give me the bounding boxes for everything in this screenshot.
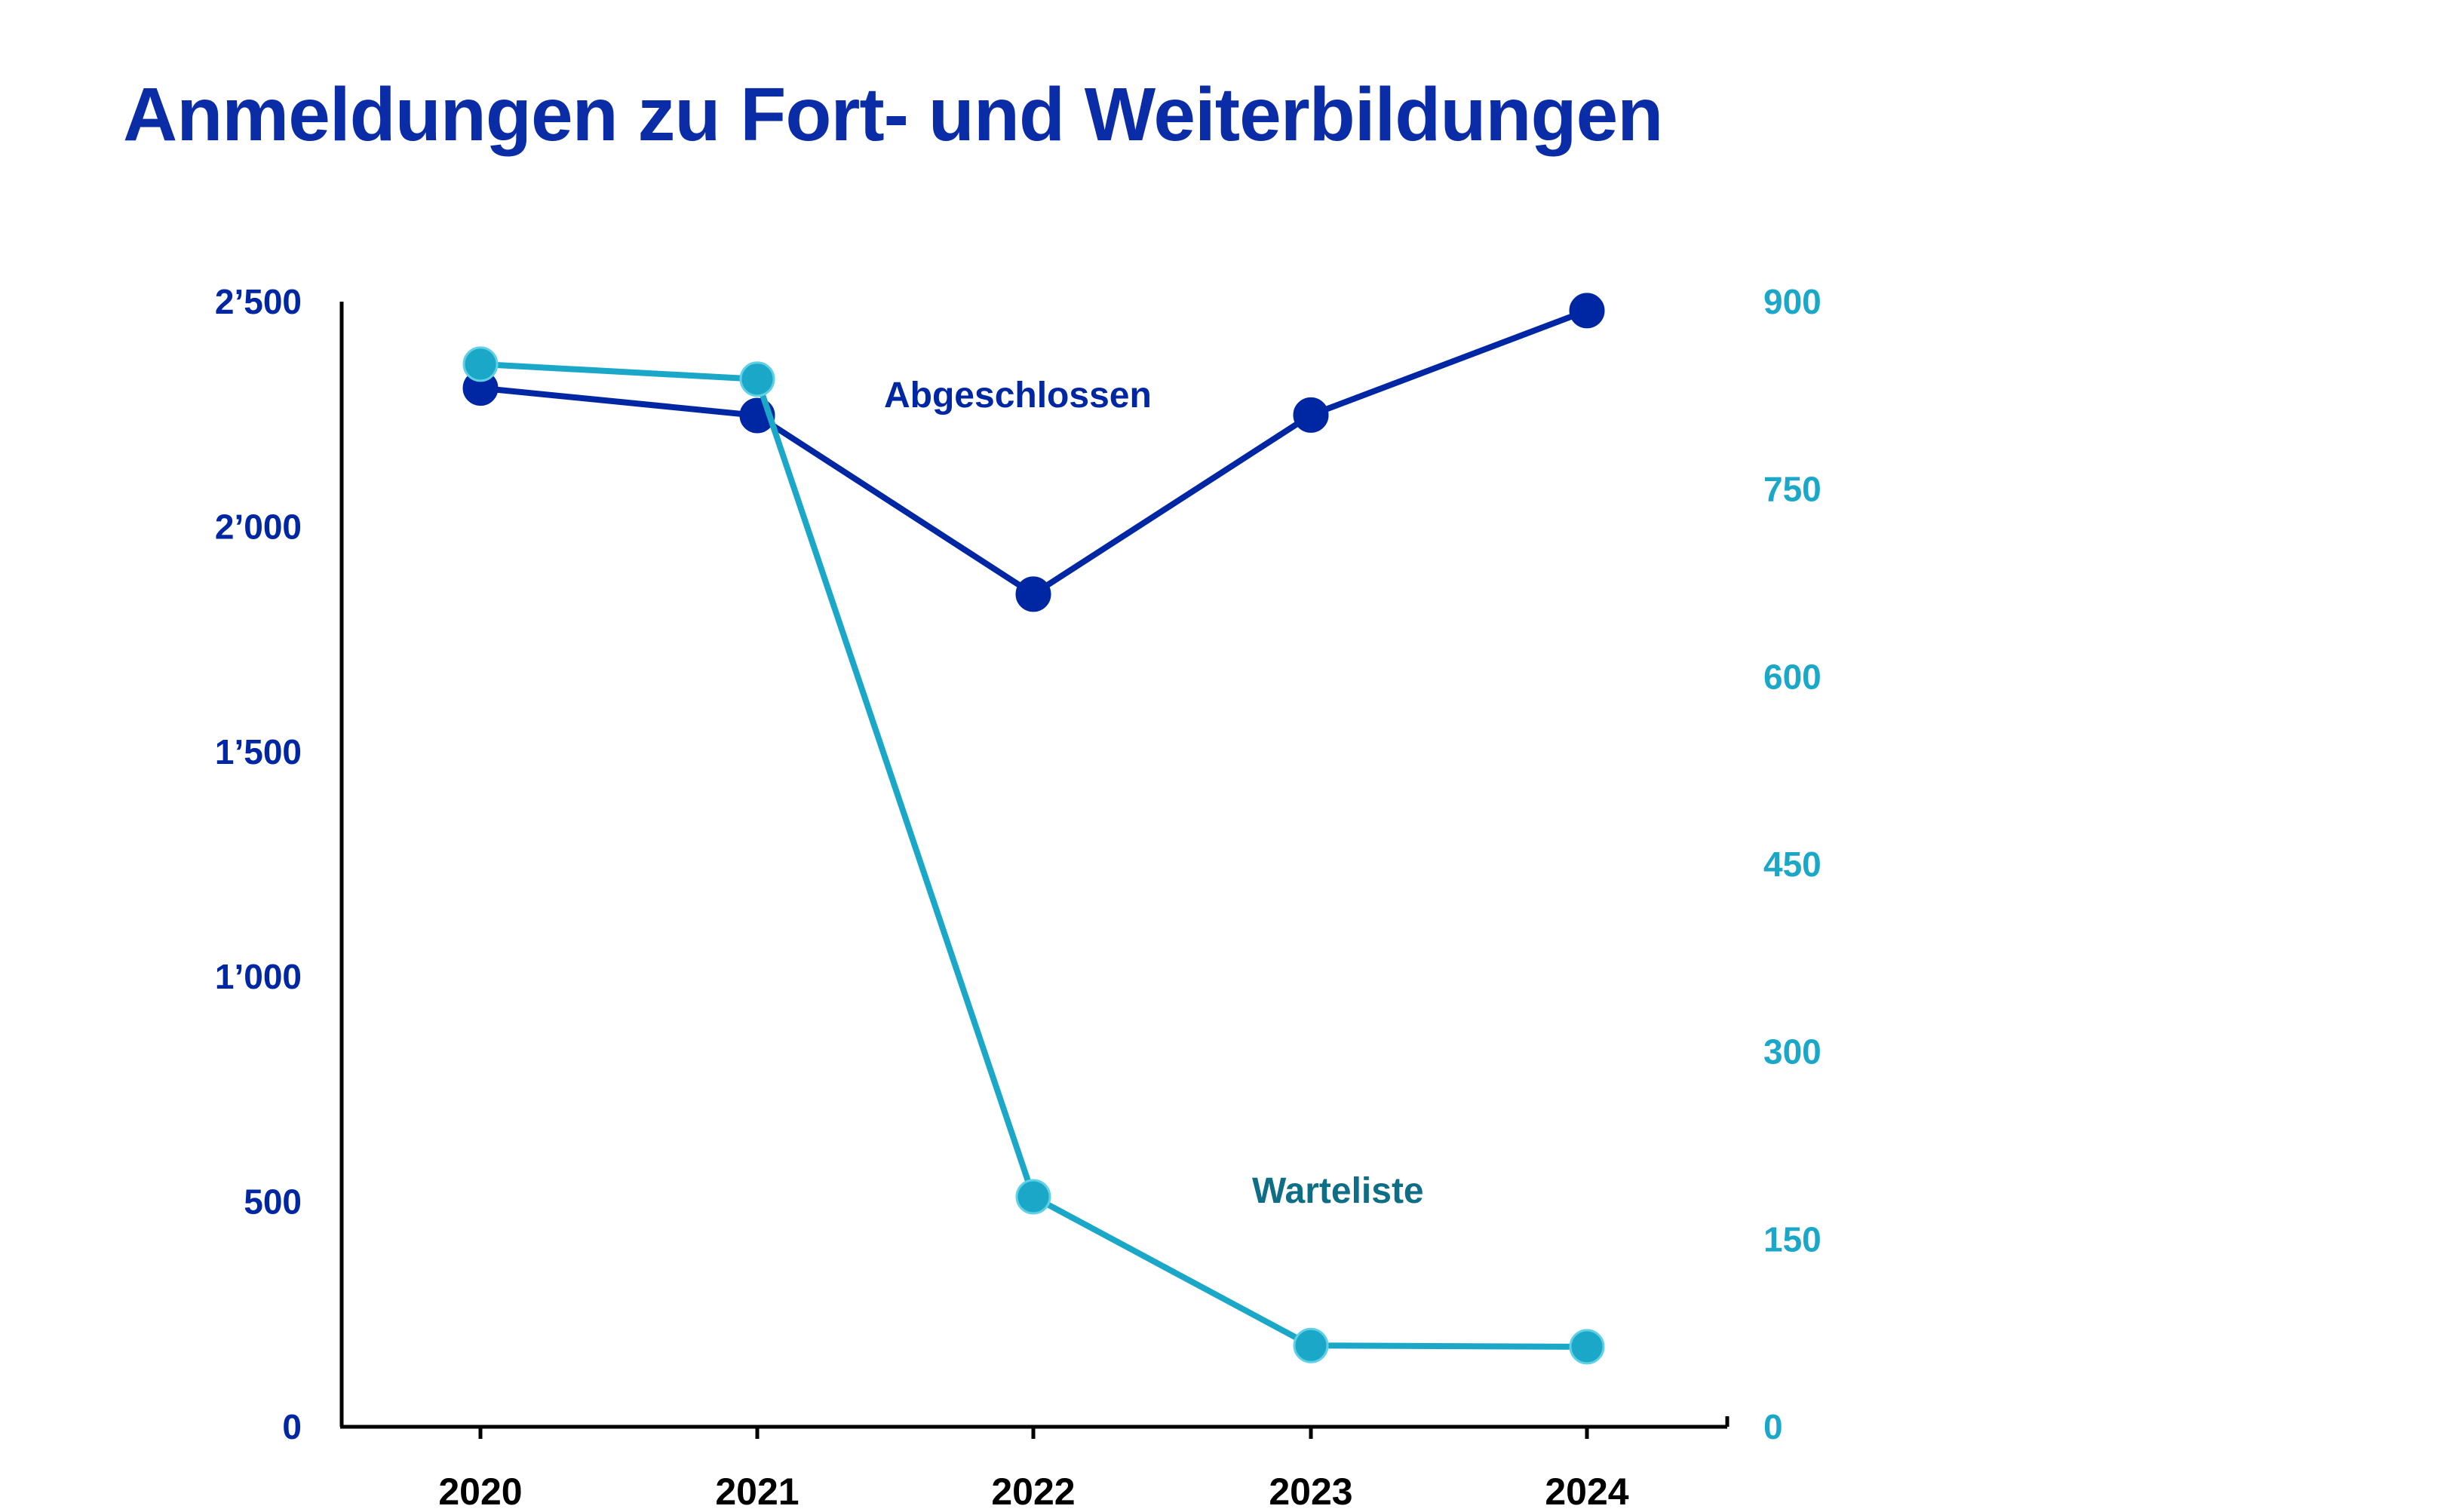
right-y-tick-label: 300 <box>1763 1032 1822 1072</box>
left-y-tick-label: 1’500 <box>215 732 302 771</box>
series-label-abgeschlossen: Abgeschlossen <box>884 376 1152 416</box>
left-y-tick-label: 2’000 <box>215 507 302 546</box>
left-y-tick-label: 1’000 <box>215 957 302 996</box>
data-point-abgeschlossen <box>1569 293 1605 329</box>
data-point-warteliste <box>1293 1327 1329 1363</box>
data-point-warteliste <box>739 361 775 397</box>
x-tick-label: 2024 <box>1545 1471 1628 1512</box>
series-label-warteliste: Warteliste <box>1252 1171 1424 1211</box>
right-y-tick-label: 750 <box>1763 470 1822 509</box>
data-point-warteliste <box>462 346 499 382</box>
data-point-abgeschlossen <box>1015 576 1051 612</box>
left-y-tick-label: 500 <box>244 1182 302 1222</box>
x-tick-label: 2021 <box>715 1471 799 1512</box>
x-tick-label: 2023 <box>1269 1471 1352 1512</box>
chart-title: Anmeldungen zu Fort- und Weiterbildungen <box>123 72 1663 157</box>
series-line-abgeschlossen <box>480 308 1588 597</box>
left-y-tick-label: 2’500 <box>215 282 302 321</box>
right-y-tick-label: 0 <box>1763 1407 1783 1446</box>
data-point-warteliste <box>1569 1329 1605 1365</box>
x-tick-label: 2020 <box>438 1471 522 1512</box>
right-y-tick-label: 450 <box>1763 845 1822 884</box>
x-tick-label: 2022 <box>991 1471 1075 1512</box>
data-point-abgeschlossen <box>1293 397 1329 433</box>
right-y-tick-label: 600 <box>1763 657 1822 696</box>
left-y-tick-label: 0 <box>282 1407 302 1446</box>
right-y-tick-label: 900 <box>1763 282 1822 321</box>
right-y-tick-label: 150 <box>1763 1219 1822 1259</box>
data-point-warteliste <box>1015 1179 1051 1215</box>
